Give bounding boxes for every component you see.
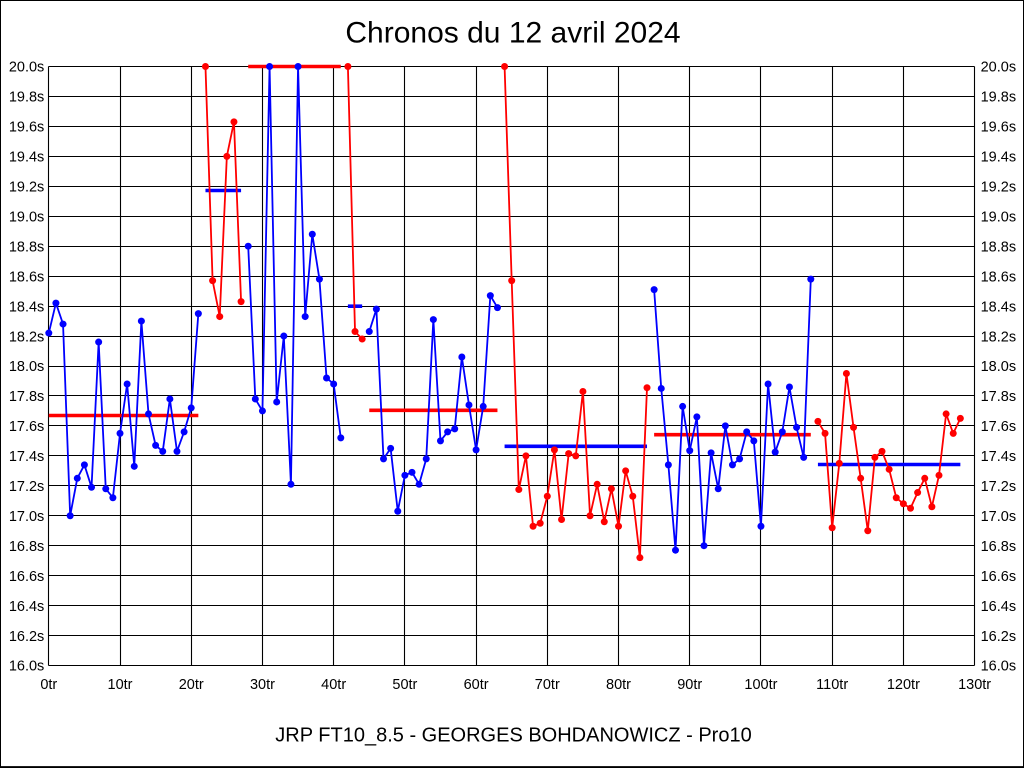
svg-text:17.6s: 17.6s (981, 419, 1016, 435)
svg-text:17.4s: 17.4s (981, 449, 1016, 465)
svg-text:19.4s: 19.4s (981, 150, 1016, 166)
svg-text:20.0s: 20.0s (981, 60, 1016, 76)
svg-text:30tr: 30tr (250, 677, 275, 693)
svg-text:18.8s: 18.8s (981, 239, 1016, 255)
svg-text:16.2s: 16.2s (9, 629, 44, 645)
svg-text:80tr: 80tr (606, 677, 631, 693)
svg-text:70tr: 70tr (535, 677, 560, 693)
svg-text:130tr: 130tr (958, 677, 991, 693)
svg-text:10tr: 10tr (108, 677, 133, 693)
svg-text:Chronos du 12 avril 2024: Chronos du 12 avril 2024 (345, 17, 680, 50)
svg-text:16.6s: 16.6s (9, 569, 44, 585)
svg-text:17.6s: 17.6s (9, 419, 44, 435)
svg-text:18.2s: 18.2s (9, 329, 44, 345)
svg-text:18.8s: 18.8s (9, 239, 44, 255)
svg-text:19.4s: 19.4s (9, 150, 44, 166)
svg-text:20tr: 20tr (179, 677, 204, 693)
svg-text:16.4s: 16.4s (9, 599, 44, 615)
svg-text:17.0s: 17.0s (981, 509, 1016, 525)
svg-text:18.0s: 18.0s (981, 359, 1016, 375)
svg-text:17.2s: 17.2s (981, 479, 1016, 495)
svg-text:60tr: 60tr (464, 677, 489, 693)
svg-text:18.0s: 18.0s (9, 359, 44, 375)
svg-text:0tr: 0tr (40, 677, 57, 693)
svg-text:19.8s: 19.8s (981, 90, 1016, 106)
svg-text:18.4s: 18.4s (9, 299, 44, 315)
svg-text:120tr: 120tr (887, 677, 920, 693)
svg-text:19.0s: 19.0s (981, 209, 1016, 225)
svg-text:JRP FT10_8.5 - GEORGES BOHDANO: JRP FT10_8.5 - GEORGES BOHDANOWICZ - Pro… (275, 725, 751, 747)
svg-text:19.0s: 19.0s (9, 209, 44, 225)
svg-text:16.8s: 16.8s (981, 539, 1016, 555)
svg-text:110tr: 110tr (816, 677, 848, 693)
svg-text:19.8s: 19.8s (9, 90, 44, 106)
svg-text:100tr: 100tr (744, 677, 777, 693)
svg-text:16.2s: 16.2s (981, 629, 1016, 645)
svg-text:18.2s: 18.2s (981, 329, 1016, 345)
svg-text:17.8s: 17.8s (9, 389, 44, 405)
svg-text:16.0s: 16.0s (9, 659, 44, 675)
svg-text:18.6s: 18.6s (981, 269, 1016, 285)
svg-text:16.0s: 16.0s (981, 659, 1016, 675)
svg-text:20.0s: 20.0s (9, 60, 44, 76)
svg-text:19.6s: 19.6s (981, 120, 1016, 136)
svg-text:19.2s: 19.2s (9, 180, 44, 196)
svg-text:40tr: 40tr (321, 677, 346, 693)
svg-text:16.8s: 16.8s (9, 539, 44, 555)
svg-text:17.4s: 17.4s (9, 449, 44, 465)
svg-text:18.6s: 18.6s (9, 269, 44, 285)
svg-text:19.6s: 19.6s (9, 120, 44, 136)
svg-text:90tr: 90tr (677, 677, 702, 693)
svg-text:18.4s: 18.4s (981, 299, 1016, 315)
svg-text:19.2s: 19.2s (981, 180, 1016, 196)
svg-text:17.8s: 17.8s (981, 389, 1016, 405)
svg-text:17.2s: 17.2s (9, 479, 44, 495)
svg-text:16.6s: 16.6s (981, 569, 1016, 585)
svg-text:50tr: 50tr (392, 677, 417, 693)
svg-text:16.4s: 16.4s (981, 599, 1016, 615)
svg-text:17.0s: 17.0s (9, 509, 44, 525)
